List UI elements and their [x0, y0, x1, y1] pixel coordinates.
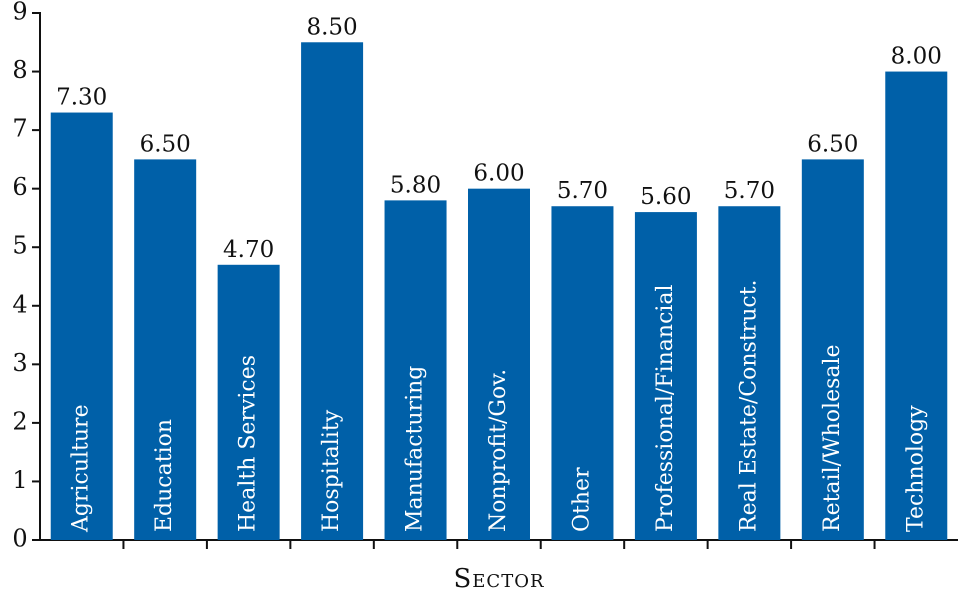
value-label: 4.70 [223, 237, 274, 263]
bar [801, 159, 864, 540]
bar [301, 42, 364, 541]
value-label: 5.70 [724, 178, 775, 204]
bar [885, 71, 948, 541]
category-label: Real Estate/Construct. [736, 279, 761, 532]
category-label: Technology [903, 405, 928, 532]
category-label: Retail/Wholesale [820, 344, 845, 532]
y-tick-label: 8 [12, 56, 27, 84]
y-tick-label: 1 [12, 466, 27, 494]
value-label: 7.30 [56, 85, 107, 111]
value-label: 6.50 [140, 131, 191, 157]
value-label: 5.60 [640, 184, 691, 210]
category-label: Education [152, 419, 177, 532]
value-label: 5.70 [557, 178, 608, 204]
bar [217, 264, 280, 540]
y-tick-label: 2 [12, 407, 27, 435]
bar [551, 206, 614, 540]
y-tick-label: 0 [12, 525, 27, 553]
category-label: Professional/Financial [653, 284, 678, 532]
category-label: Agriculture [69, 404, 94, 533]
category-label: Health Services [236, 355, 261, 532]
category-label: Other [569, 467, 594, 532]
y-tick-label: 7 [12, 115, 27, 143]
bar [718, 206, 781, 540]
y-tick-label: 6 [12, 173, 27, 201]
x-axis-label: Sector [453, 564, 544, 594]
y-tick-label: 4 [12, 290, 27, 318]
bar [634, 212, 697, 541]
value-label: 6.00 [473, 161, 524, 187]
category-label: Hospitality [319, 409, 344, 532]
y-tick-label: 3 [12, 349, 27, 377]
value-label: 8.50 [306, 14, 357, 40]
category-label: Nonprofit/Gov. [486, 369, 511, 532]
value-label: 8.00 [891, 44, 942, 70]
category-label: Manufacturing [403, 366, 428, 532]
bar [50, 112, 113, 541]
bar [468, 188, 530, 540]
y-tick-label: 5 [12, 232, 27, 260]
bar [134, 159, 197, 540]
value-label: 5.80 [390, 172, 441, 198]
y-tick-label: 9 [12, 0, 27, 26]
bar [384, 200, 447, 540]
value-label: 6.50 [807, 131, 858, 157]
